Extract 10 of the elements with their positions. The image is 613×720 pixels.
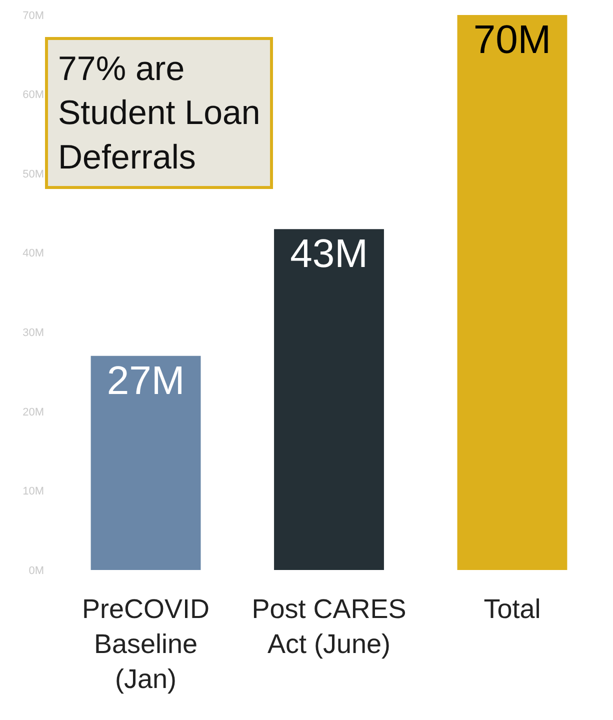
data-label: 70M xyxy=(473,18,552,62)
x-tick-label: PreCOVID Baseline (Jan) xyxy=(82,594,210,694)
bar xyxy=(274,229,384,570)
x-tick-label: Post CARES Act (June) xyxy=(252,594,406,660)
x-tick-label: Total xyxy=(484,594,541,624)
bar xyxy=(90,356,201,570)
annotation: 77% are Student Loan Deferrals xyxy=(58,50,260,176)
data-label: 27M xyxy=(106,358,185,403)
bar xyxy=(457,15,568,570)
data-label: 43M xyxy=(290,232,368,276)
